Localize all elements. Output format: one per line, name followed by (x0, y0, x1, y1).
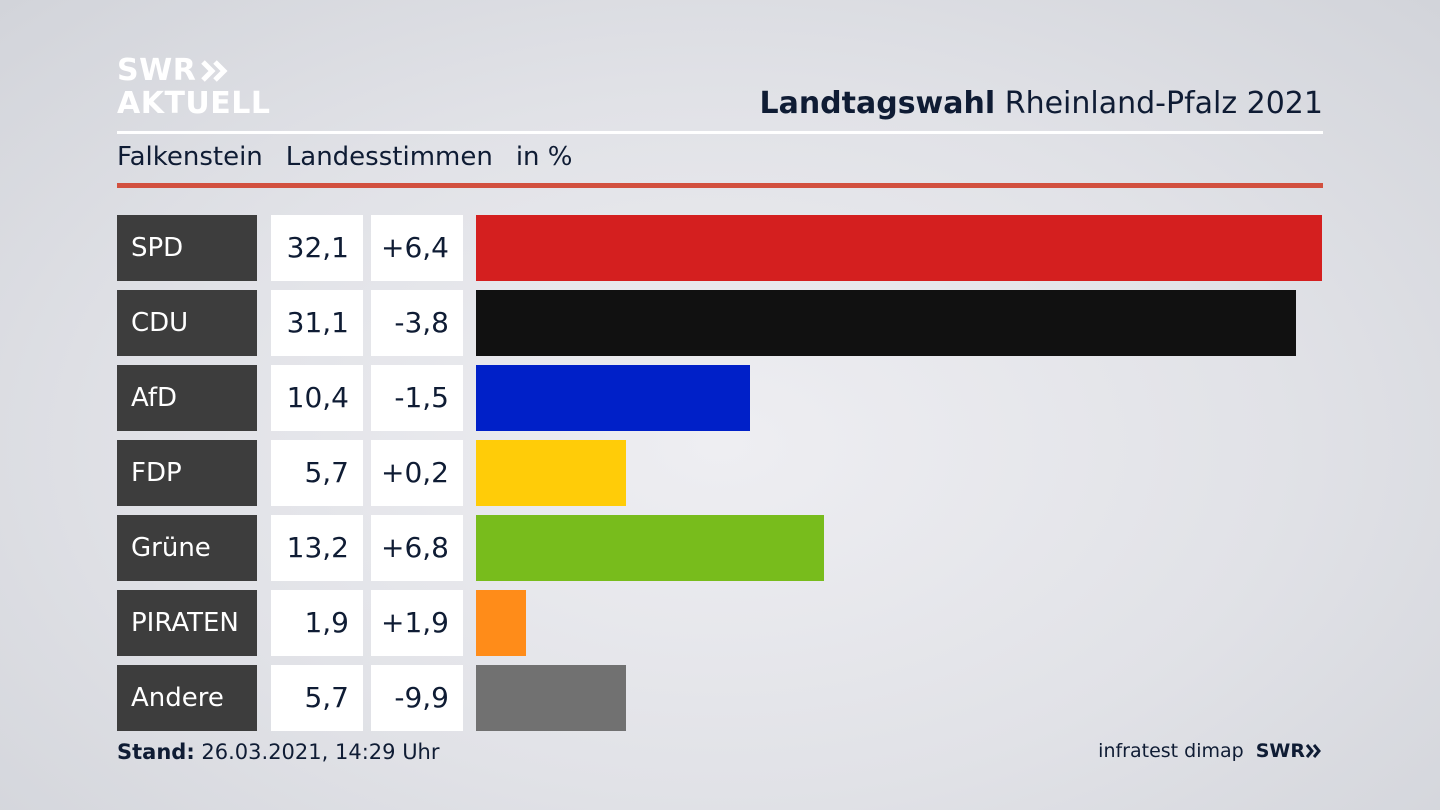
timestamp: Stand: 26.03.2021, 14:29 Uhr (117, 740, 440, 764)
vote-change-value: -3,8 (371, 290, 463, 356)
source-label: infratest dimap (1098, 740, 1244, 762)
swr-brand-logo: SWR (1256, 740, 1323, 762)
subheader: Falkenstein Landesstimmen in % (117, 142, 573, 172)
swr-aktuell-logo: SWR AKTUELL (117, 54, 271, 120)
vote-type: Landesstimmen (285, 142, 493, 172)
bar-andere (476, 665, 626, 731)
bar-piraten (476, 590, 526, 656)
party-label: FDP (117, 440, 257, 506)
footer-source: infratest dimap SWR (1098, 740, 1323, 762)
party-label: PIRATEN (117, 590, 257, 656)
vote-change-value: +0,2 (371, 440, 463, 506)
vote-share-value: 10,4 (271, 365, 363, 431)
accent-divider (117, 183, 1323, 188)
vote-change-value: +6,8 (371, 515, 463, 581)
logo-swr-text: SWR (117, 53, 197, 88)
title-bold: Landtagswahl (759, 86, 996, 121)
double-chevron-icon-small (1305, 744, 1321, 758)
bar-spd (476, 215, 1322, 281)
vote-share-value: 5,7 (271, 440, 363, 506)
vote-change-value: +1,9 (371, 590, 463, 656)
bar-fdp (476, 440, 626, 506)
page-title: Landtagswahl Rheinland-Pfalz 2021 (759, 86, 1323, 121)
bar-afd (476, 365, 750, 431)
stand-label: Stand: (117, 740, 195, 764)
title-divider (117, 131, 1323, 134)
vote-change-value: -9,9 (371, 665, 463, 731)
party-label: CDU (117, 290, 257, 356)
place-name: Falkenstein (117, 142, 263, 172)
double-chevron-icon (200, 59, 230, 82)
party-label: SPD (117, 215, 257, 281)
vote-share-value: 31,1 (271, 290, 363, 356)
party-label: Andere (117, 665, 257, 731)
vote-change-value: +6,4 (371, 215, 463, 281)
unit-label: in % (515, 142, 573, 172)
party-label: Grüne (117, 515, 257, 581)
title-rest: Rheinland-Pfalz 2021 (1004, 86, 1323, 121)
vote-share-value: 1,9 (271, 590, 363, 656)
bar-cdu (476, 290, 1296, 356)
vote-share-value: 13,2 (271, 515, 363, 581)
party-label: AfD (117, 365, 257, 431)
logo-aktuell-text: AKTUELL (117, 86, 271, 121)
brand-text: SWR (1255, 740, 1305, 762)
stand-value: 26.03.2021, 14:29 Uhr (201, 740, 440, 764)
bar-grüne (476, 515, 824, 581)
vote-share-value: 5,7 (271, 665, 363, 731)
vote-share-value: 32,1 (271, 215, 363, 281)
vote-change-value: -1,5 (371, 365, 463, 431)
